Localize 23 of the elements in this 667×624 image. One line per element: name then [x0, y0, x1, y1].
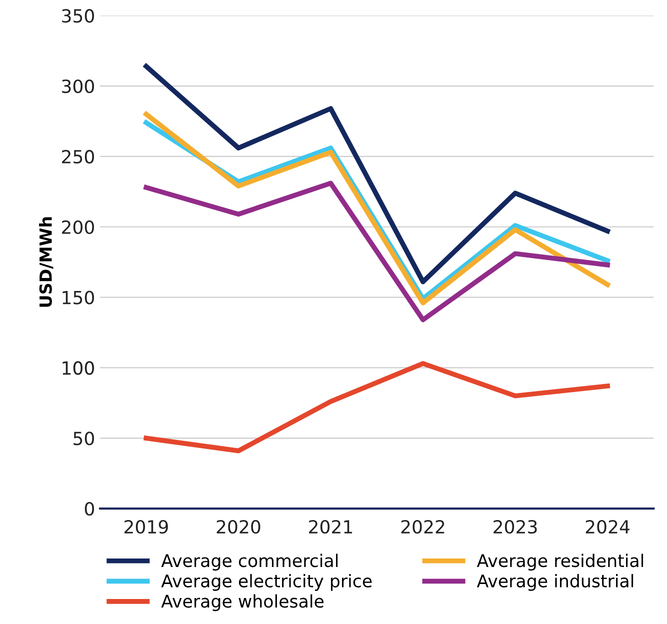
line-series: [144, 361, 610, 454]
x-tick-label: 2021: [309, 520, 352, 534]
x-tick-label: 2019: [124, 520, 168, 534]
line-series: [144, 180, 610, 322]
line-series: [144, 64, 610, 284]
y-tick-label: 150: [62, 290, 94, 304]
y-tick-label: 250: [62, 150, 94, 164]
y-tick-label: 300: [62, 79, 94, 94]
y-tick-label: 350: [62, 9, 94, 23]
legend-label: Average industrial: [476, 574, 634, 591]
y-tick-label: 50: [74, 432, 94, 446]
x-tick-label: 2022: [401, 520, 444, 534]
y-tick-label: 100: [62, 361, 94, 375]
y-tick-label: 0: [84, 502, 94, 516]
legend-label: Average commercial: [161, 554, 338, 571]
y-axis-title: USD/MWh: [39, 217, 54, 307]
x-tick-label: 2020: [216, 520, 260, 534]
legend-label: Average residential: [476, 554, 644, 571]
legend-label: Average electricity price: [161, 574, 372, 591]
legend-label: Average wholesale: [161, 594, 324, 612]
x-tick-label: 2023: [494, 520, 537, 534]
y-tick-label: 200: [62, 220, 94, 234]
x-tick-label: 2024: [586, 520, 630, 534]
